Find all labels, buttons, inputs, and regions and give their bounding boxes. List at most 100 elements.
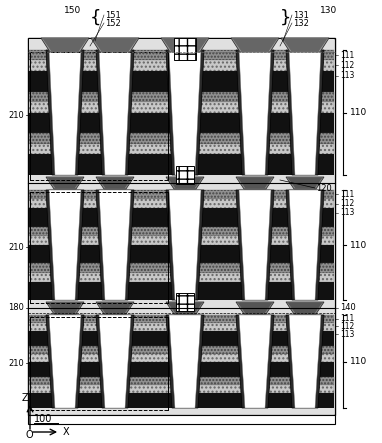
Polygon shape — [49, 190, 81, 300]
Bar — [29, 102, 334, 113]
Bar — [29, 50, 334, 60]
Bar — [29, 208, 334, 227]
Polygon shape — [236, 190, 274, 300]
Polygon shape — [162, 39, 207, 51]
Text: 110: 110 — [350, 357, 367, 366]
Polygon shape — [46, 50, 84, 175]
Polygon shape — [161, 38, 209, 52]
Polygon shape — [49, 50, 81, 175]
Text: Z: Z — [22, 393, 28, 403]
Polygon shape — [233, 39, 277, 51]
Text: 152: 152 — [105, 19, 121, 27]
Text: 110: 110 — [350, 108, 367, 117]
Bar — [174, 38, 196, 60]
Text: 111: 111 — [340, 51, 354, 59]
Text: 130: 130 — [320, 5, 337, 15]
Polygon shape — [167, 178, 202, 189]
Polygon shape — [166, 50, 204, 175]
Bar — [29, 199, 334, 208]
Text: X: X — [63, 427, 70, 437]
Bar — [29, 282, 334, 300]
Polygon shape — [46, 315, 84, 408]
Text: 112: 112 — [340, 322, 354, 331]
Text: 132: 132 — [293, 19, 309, 27]
Polygon shape — [166, 177, 204, 189]
Bar — [28, 415, 335, 424]
Bar — [29, 227, 334, 236]
Bar — [29, 323, 334, 330]
Text: 180: 180 — [8, 303, 24, 312]
Text: 113: 113 — [340, 208, 354, 217]
Text: 112: 112 — [340, 61, 354, 70]
Polygon shape — [238, 303, 272, 314]
Polygon shape — [92, 39, 138, 51]
Bar — [29, 133, 334, 144]
Text: 150: 150 — [65, 5, 82, 15]
Bar — [29, 377, 334, 385]
Polygon shape — [96, 177, 134, 189]
Polygon shape — [96, 190, 134, 300]
Bar — [29, 361, 334, 377]
Polygon shape — [286, 315, 324, 408]
Bar — [29, 144, 334, 154]
Bar — [29, 39, 334, 414]
Bar — [29, 236, 334, 245]
Polygon shape — [166, 190, 204, 300]
Polygon shape — [47, 303, 83, 314]
Text: 151: 151 — [105, 11, 121, 19]
Polygon shape — [169, 315, 201, 408]
Polygon shape — [239, 190, 271, 300]
Polygon shape — [96, 50, 134, 175]
Polygon shape — [239, 50, 271, 175]
Polygon shape — [231, 38, 279, 52]
Text: 131: 131 — [293, 11, 309, 19]
Polygon shape — [239, 315, 271, 408]
Polygon shape — [97, 303, 133, 314]
Text: }: } — [280, 9, 292, 27]
Bar — [29, 263, 334, 272]
Polygon shape — [41, 38, 89, 52]
Bar — [176, 166, 194, 184]
Polygon shape — [289, 315, 321, 408]
Polygon shape — [283, 39, 327, 51]
Bar — [29, 315, 334, 323]
Polygon shape — [46, 190, 84, 300]
Text: 110: 110 — [350, 241, 367, 249]
Text: 140: 140 — [340, 303, 356, 312]
Bar — [29, 245, 334, 263]
Polygon shape — [236, 177, 274, 189]
Polygon shape — [169, 50, 201, 175]
Polygon shape — [286, 302, 324, 314]
Text: O: O — [25, 430, 32, 440]
Polygon shape — [96, 302, 134, 314]
Bar — [29, 113, 334, 133]
Bar — [29, 92, 334, 102]
Polygon shape — [286, 190, 324, 300]
Bar — [29, 154, 334, 175]
Polygon shape — [286, 177, 324, 189]
Polygon shape — [96, 315, 134, 408]
Bar — [176, 293, 194, 311]
Polygon shape — [97, 178, 133, 189]
Text: 210: 210 — [8, 358, 24, 368]
Text: 210: 210 — [8, 242, 24, 252]
Polygon shape — [289, 50, 321, 175]
Text: 111: 111 — [340, 314, 354, 323]
Polygon shape — [236, 302, 274, 314]
Polygon shape — [236, 50, 274, 175]
Text: 100: 100 — [34, 415, 52, 424]
Polygon shape — [166, 302, 204, 314]
Polygon shape — [236, 315, 274, 408]
Bar — [29, 71, 334, 92]
Text: 210: 210 — [8, 110, 24, 120]
Bar — [29, 354, 334, 361]
Polygon shape — [238, 178, 272, 189]
Polygon shape — [91, 38, 139, 52]
Polygon shape — [99, 315, 131, 408]
Polygon shape — [286, 50, 324, 175]
Polygon shape — [288, 178, 322, 189]
Bar — [29, 385, 334, 392]
Bar — [29, 272, 334, 282]
Bar — [29, 392, 334, 408]
Text: 113: 113 — [340, 330, 354, 339]
